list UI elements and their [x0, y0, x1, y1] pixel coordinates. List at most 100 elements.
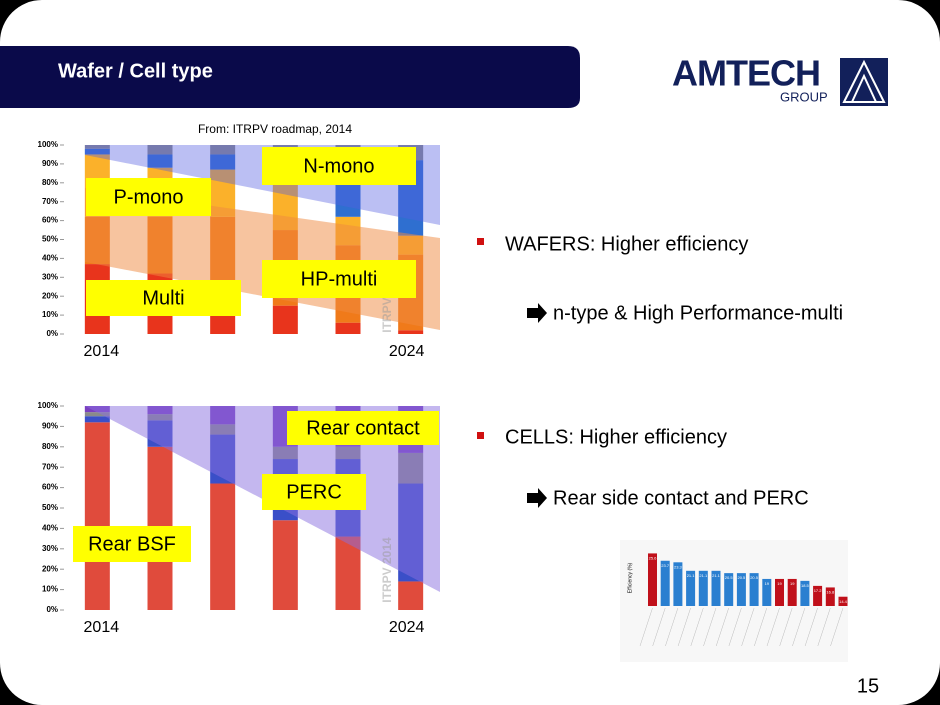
watermark: ITRPV 2014 — [380, 537, 394, 603]
annotation-label: P-mono — [113, 186, 183, 208]
bar-segment — [398, 581, 424, 610]
bar-segment — [335, 322, 361, 334]
tick-stub — [741, 607, 755, 647]
tick-stub — [715, 607, 729, 647]
y-tick-label: 10% — [42, 585, 58, 594]
bar-segment — [210, 154, 236, 170]
tick-stub — [728, 607, 742, 647]
bar-segment — [272, 520, 298, 610]
y-tick-label: 50% — [42, 235, 58, 244]
arrow-icon — [527, 303, 547, 508]
bar-segment — [147, 145, 173, 155]
bar — [660, 560, 670, 606]
x-tick-label: 2014 — [84, 343, 120, 360]
x-tick-label: 2014 — [84, 619, 120, 636]
bar-segment — [335, 536, 361, 610]
value-label: 21.1 — [712, 573, 721, 578]
bar — [749, 573, 759, 606]
value-label: 19 — [777, 581, 782, 586]
annotation-box — [262, 147, 416, 185]
y-tick-label: 0% — [46, 605, 58, 614]
tick-stub — [792, 607, 806, 647]
bar — [838, 596, 848, 606]
bar-segment — [210, 315, 236, 334]
y-tick-label: 30% — [42, 544, 58, 553]
value-label: 21.1 — [687, 573, 696, 578]
tick-stub — [690, 607, 704, 647]
annotation-box — [262, 474, 366, 510]
tick-stub — [766, 607, 780, 647]
y-tick-label: 60% — [42, 216, 58, 225]
bar — [673, 562, 683, 606]
chart-background — [620, 540, 848, 662]
page-number: 15 — [857, 675, 879, 697]
annotation-box — [86, 280, 241, 316]
bar — [825, 587, 835, 606]
x-tick-label: 2024 — [389, 343, 425, 360]
annotation-label: Rear BSF — [88, 533, 176, 555]
bar — [711, 570, 721, 606]
bullet-text: CELLS: Higher efficiency — [505, 426, 727, 448]
y-tick-label: 0% — [46, 329, 58, 338]
bar — [800, 580, 810, 606]
tick-stub — [652, 607, 666, 647]
bar-segment — [84, 416, 110, 423]
bar-segment — [210, 145, 236, 155]
bar-segment — [84, 422, 110, 610]
y-tick-label: 70% — [42, 462, 58, 471]
y-tick-label: 20% — [42, 291, 58, 300]
bar-segment — [272, 305, 298, 334]
bullet-sub: n-type & High Performance-multi — [553, 302, 843, 324]
tick-stub — [639, 607, 653, 647]
bar-segment — [84, 145, 110, 149]
y-tick-label: 100% — [38, 401, 58, 410]
bar — [686, 570, 696, 606]
bar — [736, 573, 746, 606]
x-tick-label: 2024 — [389, 619, 425, 636]
value-label: 14.4 — [839, 599, 848, 604]
tick-stub — [754, 607, 768, 647]
value-label: 20.5 — [738, 575, 747, 580]
y-tick-label: 90% — [42, 422, 58, 431]
bar-segment — [398, 330, 424, 334]
value-label: 19 — [790, 581, 795, 586]
annotation-label: Multi — [142, 287, 184, 309]
tick-stub — [665, 607, 679, 647]
tick-stub — [817, 607, 831, 647]
y-tick-label: 80% — [42, 442, 58, 451]
bar-segment — [147, 154, 173, 168]
bullet-marker — [477, 238, 484, 439]
tick-stub — [779, 607, 793, 647]
tick-stub — [703, 607, 717, 647]
title-bar — [0, 46, 580, 108]
logo: AMTECH — [672, 53, 820, 94]
bar-segment — [84, 148, 110, 155]
bullet-sub: Rear side contact and PERC — [553, 487, 809, 509]
value-label: 20.5 — [725, 575, 734, 580]
y-tick-label: 60% — [42, 483, 58, 492]
value-label: 23.3 — [674, 564, 683, 569]
bar — [698, 570, 708, 606]
tick-stub — [830, 607, 844, 647]
logo-icon — [840, 58, 888, 106]
bar — [762, 578, 772, 606]
bullet-text: WAFERS: Higher efficiency — [505, 233, 748, 255]
bar — [724, 573, 734, 606]
bar-segment — [84, 412, 110, 417]
y-tick-label: 50% — [42, 503, 58, 512]
tick-stub — [677, 607, 691, 647]
annotation-box — [73, 526, 191, 562]
annotation-box — [287, 411, 439, 445]
value-label: 21.1 — [699, 573, 708, 578]
bar — [648, 553, 657, 606]
value-label: 20.5 — [750, 575, 759, 580]
logo-sub: GROUP — [780, 89, 828, 104]
bar — [787, 578, 797, 606]
y-tick-label: 80% — [42, 178, 58, 187]
y-tick-label: 70% — [42, 197, 58, 206]
value-label: 16.8 — [826, 590, 835, 595]
value-label: 23.7 — [661, 563, 670, 568]
tick-stub — [804, 607, 818, 647]
